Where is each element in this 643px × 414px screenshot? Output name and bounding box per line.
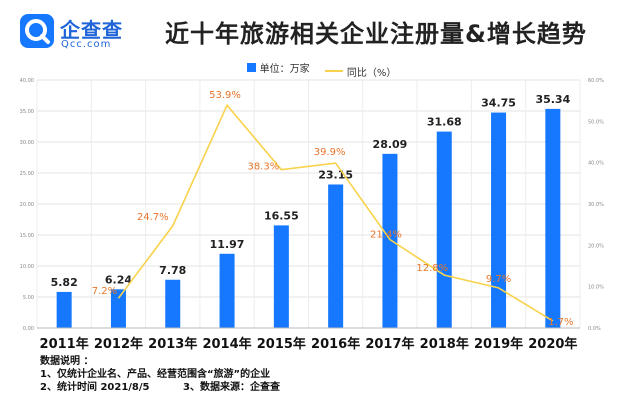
x-tick-label: 2016年 [311,336,360,352]
bar-value-label: 7.78 [159,264,186,277]
x-tick-label: 2012年 [94,336,143,352]
notes-line-2a: 2、统计时间 2021/8/5 [40,382,150,393]
logo-text-cn: 企查查 [60,18,123,42]
x-tick-label: 2011年 [40,336,89,352]
y-left-tick-label: 40.00 [20,78,34,84]
bar-labels: 5.82 6.24 7.78 11.97 16.55 23.15 28.09 31.68 34.… [51,93,571,289]
x-tick-label: 2019年 [474,336,523,352]
bar-value-label: 5.82 [51,276,78,289]
x-tick-label: 2013年 [148,336,197,352]
y-right-tick-label: 20.0% [588,243,604,249]
x-tick-label: 2015年 [257,336,306,352]
bar [273,225,289,328]
line-series [117,103,554,322]
y-axis-right: 0.0% 10.0% 20.0% 30.0% 40.0% 50.0% 60.0% [588,78,604,332]
y-left-tick-label: 25.00 [20,171,34,177]
y-right-tick-label: 60.0% [588,78,604,84]
chart-legend: 单位：万家 同比（%） [0,60,643,79]
bar-value-label: 11.97 [210,238,245,251]
notes-line-2: 2、统计时间 2021/8/5 3、数据来源：企查查 [40,381,310,394]
y-left-tick-label: 15.00 [20,233,34,239]
line-value-label: 21.4% [370,230,402,241]
bar-value-label: 28.09 [373,138,408,151]
line-value-label: 38.3% [247,162,279,173]
line-value-label: 39.9% [314,147,346,158]
y-right-tick-label: 40.0% [588,161,604,167]
y-right-tick-label: 30.0% [588,202,604,208]
yoy-line [117,103,554,322]
line-value-label: 7.2% [92,286,117,297]
bar [56,291,72,328]
legend-line-swatch [324,70,343,72]
bar [219,253,235,328]
bar [328,184,344,328]
y-right-tick-label: 50.0% [588,119,604,125]
bar-value-label: 35.34 [535,93,570,106]
line-value-label: 53.9% [209,90,241,101]
notes-heading: 数据说明 ： [40,356,94,367]
data-notes: 数据说明 ： 1、仅统计企业名、产品、经营范围含“旅游”的企业 2、统计时间 2… [40,355,310,394]
y-left-tick-label: 5.00 [23,295,34,301]
chart-title: 近十年旅游相关企业注册量&增长趋势 [165,20,587,48]
notes-line-1: 1、仅统计企业名、产品、经营范围含“旅游”的企业 [40,369,271,380]
qcc-logo: 企查查 Qcc.com [20,12,140,56]
legend-line: 同比（%） [324,64,397,79]
line-value-label: 24.7% [137,212,169,223]
bar-value-label: 16.55 [264,209,299,222]
y-axis-left: 0.00 5.00 10.00 15.00 20.00 25.00 30.00 35.00 40… [20,78,34,332]
x-tick-label: 2017年 [365,336,414,352]
y-left-tick-label: 20.00 [20,202,34,208]
bar [436,131,452,328]
y-right-tick-label: 0.0% [588,326,601,332]
bar-value-label: 23.15 [318,168,353,181]
line-value-label: 1.7% [548,317,573,328]
qcc-logo-icon [20,14,54,48]
logo-text-en: Qcc.com [61,39,112,50]
bar [382,153,398,328]
line-value-label: 9.7% [486,274,511,285]
bar [491,112,507,328]
y-left-tick-label: 30.00 [20,140,34,146]
line-value-label: 12.8% [416,263,448,274]
bar-value-label: 34.75 [481,97,516,110]
y-left-tick-label: 0.00 [23,326,34,332]
x-axis: 2011年 2012年 2013年 2014年 2015年 2016年 2017年 2018年… [37,327,580,352]
legend-bar-swatch [246,63,256,72]
bar [165,279,181,328]
y-left-tick-label: 35.00 [20,109,34,115]
x-tick-label: 2018年 [420,336,469,352]
notes-line-2b: 3、数据来源：企查查 [182,382,280,393]
x-tick-label: 2014年 [202,336,251,352]
bar-value-label: 31.68 [427,116,462,129]
bar [110,289,126,328]
legend-line-label: 同比（%） [346,67,397,79]
x-tick-label: 2020年 [528,336,577,352]
legend-bar-label: 单位：万家 [259,64,310,75]
bar-series [56,108,561,328]
legend-bar: 单位：万家 [246,60,310,75]
y-left-tick-label: 10.00 [20,264,34,270]
bar-value-label: 6.24 [105,273,132,286]
y-right-tick-label: 10.0% [588,285,604,291]
bar [545,108,561,328]
line-labels: 7.2% 24.7% 53.9% 38.3% 39.9% 21.4% 12.8% 9.7% 1.… [92,90,574,328]
